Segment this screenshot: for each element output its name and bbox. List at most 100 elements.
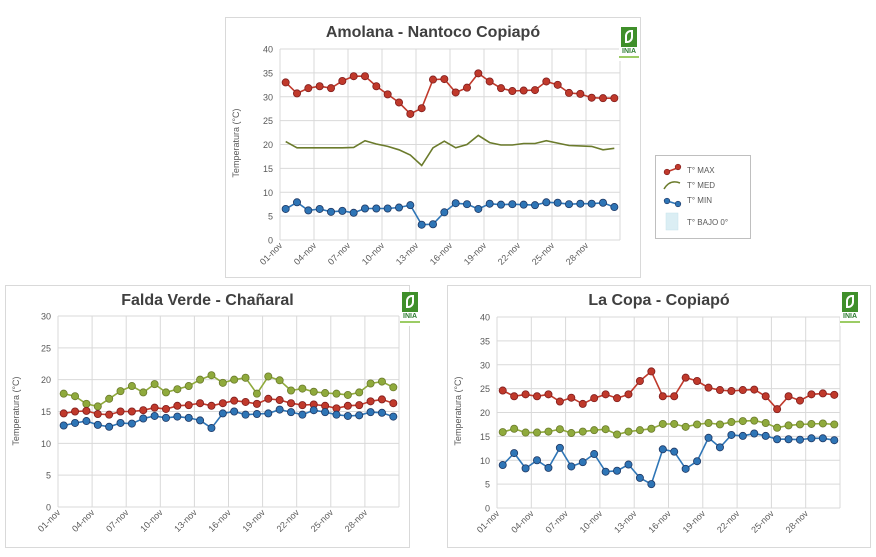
data-point (635, 473, 644, 482)
data-point (298, 401, 307, 410)
data-point (360, 204, 369, 213)
data-point (428, 220, 437, 229)
data-point (704, 419, 713, 428)
data-point (59, 409, 68, 418)
data-point (624, 460, 633, 469)
y-tick-label: 15 (263, 164, 273, 174)
data-point (366, 408, 375, 417)
data-point (59, 389, 68, 398)
data-point (647, 424, 656, 433)
data-point (82, 417, 91, 426)
x-tick-label: 07-nov (326, 240, 353, 267)
data-point (127, 382, 136, 391)
data-point (521, 390, 530, 399)
data-point (590, 450, 599, 459)
data-point (624, 390, 633, 399)
data-point (139, 406, 148, 415)
inia-logo-text: INIA (403, 313, 417, 320)
data-point (738, 386, 747, 395)
legend-below-zero-swatch (665, 212, 679, 231)
data-point (795, 396, 804, 405)
data-point (161, 388, 170, 397)
data-point (738, 417, 747, 426)
data-point (784, 435, 793, 444)
data-point (417, 104, 426, 113)
data-point (567, 393, 576, 402)
x-tick-label: 07-nov (104, 507, 131, 534)
data-point (304, 84, 313, 93)
data-point (93, 402, 102, 411)
data-point (830, 436, 839, 445)
data-point (372, 204, 381, 213)
data-point (693, 420, 702, 429)
data-point (462, 200, 471, 209)
x-tick-label: 10-nov (360, 240, 387, 267)
data-point (761, 392, 770, 401)
inia-logo-bar (619, 56, 639, 58)
data-point (275, 405, 284, 414)
data-point (761, 431, 770, 440)
data-point (389, 383, 398, 392)
data-point (510, 392, 519, 401)
data-point (533, 428, 542, 437)
data-point (82, 399, 91, 408)
data-point (750, 429, 759, 438)
data-point (715, 443, 724, 452)
data-point (281, 204, 290, 213)
data-point (521, 464, 530, 473)
x-tick-label: 25-nov (309, 507, 336, 534)
y-tick-label: 40 (263, 45, 273, 55)
data-point (715, 386, 724, 395)
data-point (161, 404, 170, 413)
data-point (173, 412, 182, 421)
data-point (773, 405, 782, 414)
data-point (485, 77, 494, 86)
data-point (530, 201, 539, 210)
y-tick-label: 0 (46, 503, 51, 513)
inia-logo-bar (840, 321, 860, 323)
data-point (389, 399, 398, 408)
legend-min-marker (663, 197, 671, 205)
data-point (127, 407, 136, 416)
legend-max-marker (674, 163, 682, 171)
data-point (252, 399, 261, 408)
chart-title: La Copa - Copiapó (588, 292, 730, 309)
data-point (71, 392, 80, 401)
data-point (207, 371, 216, 380)
data-point (377, 395, 386, 404)
data-point (196, 399, 205, 408)
data-point (658, 392, 667, 401)
data-point (508, 200, 517, 209)
x-tick-label: 04-nov (509, 508, 536, 535)
data-point (360, 72, 369, 81)
inia-logo-mark (402, 292, 418, 312)
data-point (116, 407, 125, 416)
legend-max-marker (663, 168, 671, 176)
x-tick-label: 10-nov (138, 507, 165, 534)
x-tick-label: 13-nov (172, 507, 199, 534)
y-tick-label: 20 (480, 408, 490, 418)
data-point (383, 90, 392, 99)
inia-logo: INIA (619, 27, 639, 61)
x-tick-label: 19-nov (681, 508, 708, 535)
data-point (218, 409, 227, 418)
data-point (440, 75, 449, 84)
data-point (578, 427, 587, 436)
data-point (510, 424, 519, 433)
data-point (474, 204, 483, 213)
data-point (635, 426, 644, 435)
data-point (218, 399, 227, 408)
data-point (601, 390, 610, 399)
data-point (587, 199, 596, 208)
y-axis-label: Temperatura (°C) (11, 376, 21, 445)
data-point (315, 82, 324, 91)
data-point (474, 69, 483, 78)
chart-legend: T° MAX T° MED T° MIN T° BAJO 0° (655, 155, 751, 239)
series-line-tmed (285, 134, 615, 167)
data-point (377, 377, 386, 386)
data-point (598, 198, 607, 207)
data-point (704, 383, 713, 392)
data-point (818, 389, 827, 398)
data-point (428, 75, 437, 84)
data-point (366, 379, 375, 388)
